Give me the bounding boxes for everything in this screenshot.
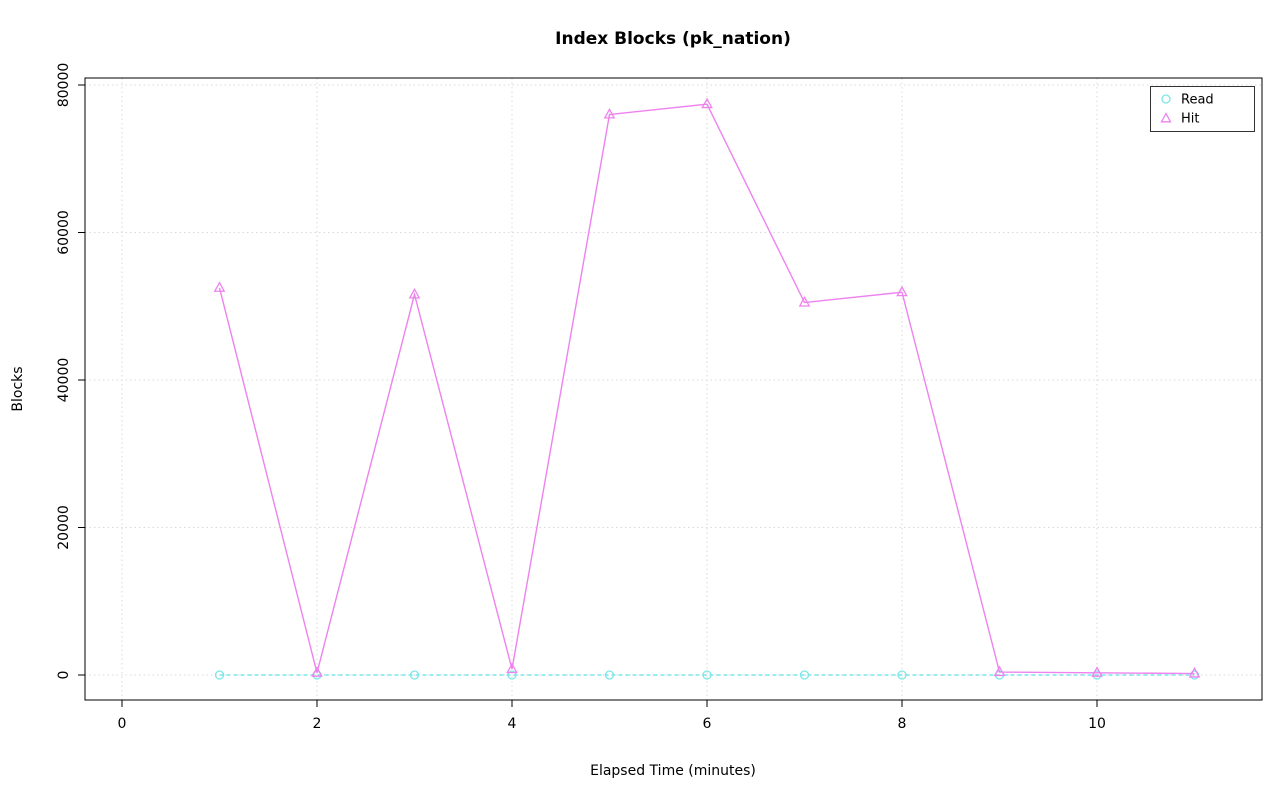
x-tick-label: 6 [703,716,712,732]
y-tick-label: 0 [56,671,72,680]
x-tick-label: 10 [1088,716,1106,732]
data-point-triangle [213,281,226,292]
data-point-circle [604,670,615,680]
y-tick-label: 40000 [56,358,72,403]
data-point-circle [897,670,907,680]
data-point-triangle [896,285,908,297]
data-point-circle [799,670,810,680]
data-point-triangle [408,287,421,299]
x-tick-label: 8 [898,716,907,732]
grid-lines [85,78,1262,700]
data-point-triangle [1091,666,1103,677]
data-point-circle [702,670,712,680]
legend: Read Hit [1150,86,1255,132]
series-hit [213,97,1201,678]
y-tick-label: 80000 [56,63,72,108]
data-point-triangle [603,107,616,119]
x-axis-label: Elapsed Time (minutes) [590,763,756,779]
legend-hit-marker-icon [1160,112,1172,123]
data-point-triangle [1188,666,1201,678]
y-tick-label: 20000 [56,505,72,550]
y-axis: 0 20000 40000 60000 80000 [56,63,85,680]
data-point-triangle [701,97,713,109]
x-tick-label: 2 [313,716,322,732]
y-tick-label: 60000 [56,210,72,255]
data-point-triangle [506,662,518,674]
chart-title: Index Blocks (pk_nation) [555,29,791,49]
x-tick-label: 4 [508,716,517,732]
x-axis: 0 2 4 6 8 10 [118,700,1106,732]
legend-read-label: Read [1181,93,1214,108]
data-point-triangle [798,296,811,307]
data-point-triangle [311,666,323,677]
x-tick-label: 0 [118,716,127,732]
y-axis-label: Blocks [10,366,26,411]
data-point-circle [409,670,420,680]
data-point-circle [507,670,517,680]
plot-border [84,77,1263,701]
legend-border [1150,86,1255,132]
legend-read-marker-icon [1161,94,1171,104]
data-point-triangle [993,665,1006,677]
legend-hit-label: Hit [1181,112,1199,127]
data-point-circle [214,670,225,680]
series-line [218,103,1195,675]
